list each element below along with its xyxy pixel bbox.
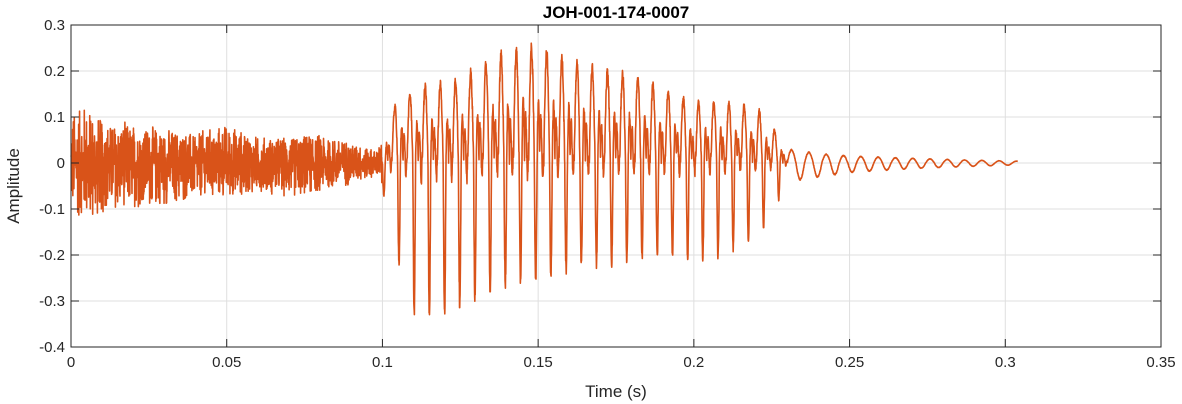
y-tick-label: 0 [57,155,65,172]
x-tick-label: 0.1 [372,354,393,371]
x-axis-ticks: 0 0.05 0.1 0.15 0.2 0.25 0.3 0.35 [67,25,1176,371]
x-tick-label: 0.05 [212,354,241,371]
x-tick-label: 0.2 [683,354,704,371]
y-tick-label: -0.3 [39,293,65,310]
x-tick-label: 0 [67,354,75,371]
y-axis-label: Amplitude [4,148,23,224]
x-tick-label: 0.35 [1146,354,1175,371]
y-tick-label: -0.1 [39,201,65,218]
y-tick-label: 0.1 [44,109,65,126]
y-axis-ticks: -0.4 -0.3 -0.2 -0.1 0 0.1 0.2 0.3 [39,17,1161,356]
x-tick-label: 0.3 [995,354,1016,371]
y-tick-label: 0.3 [44,17,65,34]
y-tick-label: -0.2 [39,247,65,264]
chart-title: JOH-001-174-0007 [543,3,689,22]
signal-line [70,42,1019,316]
x-tick-label: 0.25 [835,354,864,371]
y-tick-label: -0.4 [39,339,65,356]
plot-frame [70,24,1162,348]
x-axis-label: Time (s) [585,382,647,401]
x-tick-label: 0.15 [524,354,553,371]
y-tick-label: 0.2 [44,63,65,80]
